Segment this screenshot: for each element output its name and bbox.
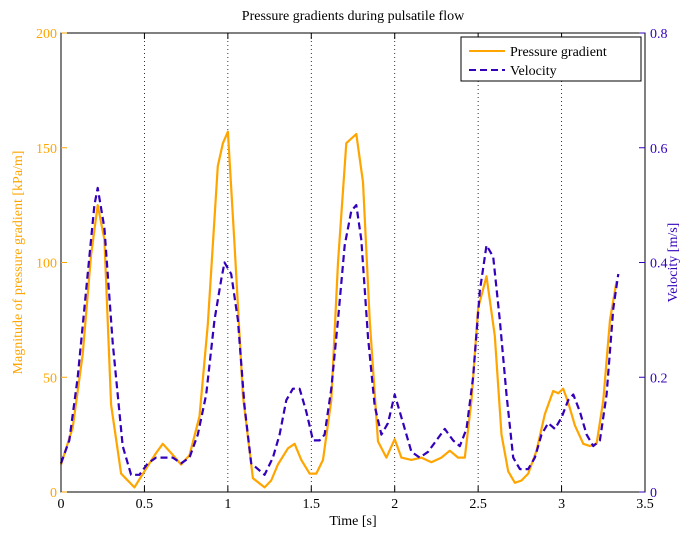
x-tick-label: 3.5 [636, 497, 654, 512]
legend: Pressure gradient Velocity [460, 36, 642, 82]
plot-series [59, 130, 620, 489]
y-right-tick-label: 0.4 [650, 257, 668, 272]
x-tick-label: 3 [558, 497, 565, 512]
x-tick-label: 2.5 [469, 497, 487, 512]
x-tick-label: 1 [224, 497, 231, 512]
y-left-tick-label: 0 [50, 486, 57, 501]
x-tick-label: 1.5 [303, 497, 321, 512]
x-tick-label: 2 [391, 497, 398, 512]
left-axis: 0 50 100 150 200 [36, 27, 67, 501]
legend-label-velocity: Velocity [510, 64, 557, 79]
y-axis-right-label: Velocity [m/s] [666, 223, 681, 303]
y-right-tick-label: 0.2 [650, 371, 668, 386]
y-left-tick-label: 200 [36, 27, 57, 42]
y-right-tick-label: 0 [650, 486, 657, 501]
legend-box [460, 36, 642, 82]
y-left-tick-label: 150 [36, 142, 57, 157]
chart-title: Pressure gradients during pulsatile flow [242, 9, 465, 24]
y-right-tick-label: 0.6 [650, 142, 668, 157]
x-tick-label: 0 [58, 497, 65, 512]
y-right-tick-label: 0.8 [650, 27, 668, 42]
y-left-tick-label: 100 [36, 257, 57, 272]
x-axis: 0 0.5 1 1.5 2 2.5 3 3.5 [58, 33, 654, 512]
x-axis-label: Time [s] [329, 514, 376, 529]
series-line-velocity [59, 186, 620, 476]
right-axis: 0 0.2 0.4 0.6 0.8 [639, 27, 668, 501]
gridlines [144, 33, 562, 492]
y-axis-left-label: Magnitude of pressure gradient [kPa/m] [11, 151, 26, 375]
x-tick-label: 0.5 [136, 497, 154, 512]
legend-label-pressure: Pressure gradient [510, 45, 607, 60]
y-left-tick-label: 50 [43, 371, 57, 386]
